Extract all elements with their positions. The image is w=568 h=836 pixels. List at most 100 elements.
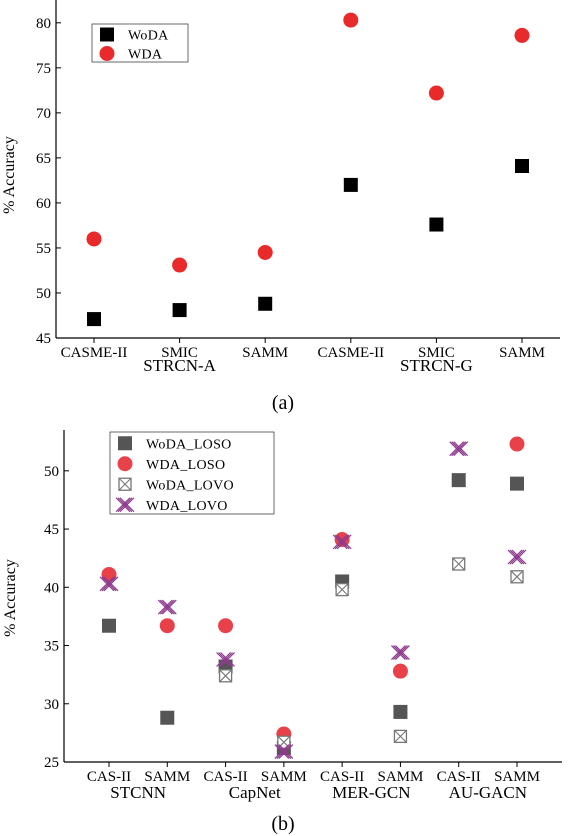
- chart-b-y-tick-label-45: 45: [44, 522, 59, 538]
- chart-b-x-tick-label-samm-3: SAMM: [261, 769, 307, 785]
- chart-b-y-ticks: 25 30 35 40 45 50: [44, 464, 69, 771]
- chart-b-point-wda-lovo-5: [391, 645, 410, 660]
- chart-panel-a: % Accuracy 45 50 55 60 65 70 75 80 CASME-II SMIC…: [1, 0, 560, 375]
- chart-a-x-tick-label-casme-ii-3: CASME-II: [317, 345, 384, 361]
- chart-b-group-label-stcnn: STCNN: [110, 783, 166, 802]
- chart-b-point-wda-lovo-2: [216, 652, 235, 667]
- chart-a-x-tick-label-smic-4: SMIC: [418, 345, 455, 361]
- chart-b-x-tick-labels: CAS-II SAMM CAS-II SAMM CAS-II SAMM CAS-II SAMM: [87, 762, 540, 785]
- chart-b-point-woda-loso-5: [393, 704, 408, 719]
- chart-b-group-label-capnet: CapNet: [229, 783, 281, 802]
- chart-a-point-wda-5: [514, 27, 530, 43]
- chart-b-x-tick-label-samm-5: SAMM: [377, 769, 423, 785]
- chart-b-legend-label-woda-lovo: WoDA_LOVO: [146, 478, 234, 493]
- chart-b-legend-marker-woda-lovo: [118, 477, 132, 491]
- chart-b-y-tick-label-25: 25: [44, 755, 59, 771]
- chart-b-x-tick-label-cas-ii-0: CAS-II: [87, 769, 131, 785]
- chart-b-y-axis-label: % Accuracy: [2, 559, 19, 637]
- chart-b-point-woda-lovo-4: [335, 582, 349, 597]
- chart-b-x-tick-label-cas-ii-6: CAS-II: [437, 769, 481, 785]
- chart-b-point-wda-lovo-4: [332, 534, 352, 550]
- chart-b-legend-label-wda-loso: WDA_LOSO: [146, 458, 225, 473]
- chart-a-y-tick-label-80: 80: [36, 16, 51, 32]
- chart-b-point-wda-lovo-1: [157, 599, 177, 615]
- chart-b-point-wda-loso-5: [392, 663, 408, 679]
- chart-a-point-woda-2: [258, 296, 273, 311]
- chart-a-group-labels: STRCN-A STRCN-G: [143, 356, 473, 375]
- chart-b-x-tick-label-samm-1: SAMM: [144, 769, 190, 785]
- chart-b-y-tick-label-35: 35: [44, 639, 59, 655]
- chart-b-point-woda-loso-1: [160, 710, 175, 725]
- chart-b-group-labels: STCNN CapNet MER-GCN AU-GACN: [110, 783, 527, 802]
- chart-a-y-tick-label-50: 50: [36, 286, 51, 302]
- chart-b-points: [99, 436, 527, 759]
- chart-b-point-woda-lovo-2: [218, 669, 233, 683]
- chart-a-legend-marker-wda: [99, 46, 115, 61]
- chart-b-point-woda-lovo-3: [277, 735, 291, 749]
- chart-a-legend-label-woda: WoDA: [128, 29, 169, 44]
- chart-b-y-tick-label-50: 50: [44, 464, 59, 480]
- chart-a-point-woda-4: [429, 217, 444, 232]
- chart-b-point-woda-loso-6: [451, 473, 466, 488]
- chart-b-legend-marker-woda-loso: [118, 436, 132, 451]
- chart-a-group-label-strcn-g: STRCN-G: [400, 356, 473, 375]
- chart-b-legend-label-woda-loso: WoDA_LOSO: [146, 437, 232, 452]
- chart-a-y-tick-label-60: 60: [36, 196, 51, 212]
- chart-a-axes: [55, 0, 560, 339]
- chart-b-point-wda-loso-1: [159, 618, 175, 634]
- chart-b-point-woda-lovo-5: [393, 729, 408, 744]
- chart-a-point-woda-1: [172, 303, 187, 318]
- chart-b-y-tick-label-30: 30: [44, 697, 59, 713]
- chart-a-legend: WoDA WDA: [91, 23, 189, 63]
- chart-b-group-label-au-gacn: AU-GACN: [449, 783, 527, 802]
- chart-b-x-tick-label-cas-ii-2: CAS-II: [203, 769, 247, 785]
- chart-a-point-wda-4: [428, 85, 444, 101]
- chart-b-legend-marker-wda-lovo: [115, 497, 135, 513]
- chart-a-x-tick-labels: CASME-II SMIC SAMM CASME-II SMIC SAMM: [61, 338, 545, 361]
- chart-a-point-wda-1: [172, 257, 188, 273]
- chart-a-x-tick-label-samm-2: SAMM: [242, 345, 288, 361]
- chart-a-group-label-strcn-a: STRCN-A: [143, 356, 216, 375]
- chart-a-y-axis-label: % Accuracy: [1, 136, 18, 214]
- chart-a-legend-label-wda: WDA: [128, 48, 163, 63]
- chart-b-legend-box: [109, 431, 275, 515]
- chart-a-x-tick-label-samm-5: SAMM: [499, 345, 545, 361]
- chart-b-point-wda-loso-7: [509, 436, 525, 452]
- chart-a-y-ticks: 45 50 55 60 65 70 75 80: [36, 16, 61, 347]
- chart-b-point-woda-loso-7: [510, 476, 524, 491]
- chart-b-x-tick-label-cas-ii-4: CAS-II: [320, 769, 364, 785]
- chart-a-point-woda-3: [343, 177, 358, 192]
- chart-b-group-label-mer-gcn: MER-GCN: [332, 783, 410, 802]
- chart-a-point-woda-5: [515, 158, 529, 173]
- chart-b-point-wda-lovo-7: [507, 549, 527, 565]
- caption-b: (b): [271, 813, 294, 835]
- chart-b-point-wda-lovo-3: [274, 744, 294, 759]
- chart-a-y-tick-label-45: 45: [36, 331, 51, 347]
- chart-b-axes: [63, 430, 562, 763]
- chart-b-point-woda-lovo-7: [510, 570, 524, 584]
- chart-b-point-wda-lovo-6: [449, 441, 469, 457]
- chart-b-x-tick-label-samm-7: SAMM: [494, 769, 540, 785]
- chart-a-y-tick-label-55: 55: [36, 241, 51, 257]
- chart-b-y-tick-label-40: 40: [44, 580, 59, 596]
- chart-b-point-woda-lovo-6: [452, 557, 466, 571]
- chart-b-legend-label-wda-lovo: WDA_LOVO: [146, 499, 228, 514]
- chart-a-point-wda-0: [86, 231, 102, 247]
- chart-a-y-tick-label-70: 70: [36, 106, 51, 122]
- chart-b-point-woda-loso-0: [102, 618, 116, 633]
- chart-a-x-tick-label-smic-1: SMIC: [161, 345, 198, 361]
- chart-b-point-wda-lovo-0: [99, 576, 119, 592]
- caption-a: (a): [272, 392, 294, 414]
- chart-a-point-wda-2: [257, 244, 273, 260]
- chart-a-point-wda-3: [343, 12, 359, 28]
- chart-b-legend: WoDA_LOSO WDA_LOSO WoDA_LOVO WDA_LOVO: [109, 431, 275, 515]
- chart-a-points: [86, 12, 530, 327]
- chart-a-y-tick-label-65: 65: [36, 151, 51, 167]
- chart-a-x-tick-label-casme-ii-0: CASME-II: [61, 345, 128, 361]
- chart-a-point-woda-0: [87, 312, 101, 327]
- chart-b-point-wda-loso-2: [218, 618, 234, 634]
- chart-a-y-tick-label-75: 75: [36, 61, 51, 77]
- chart-b-legend-marker-wda-loso: [117, 456, 133, 472]
